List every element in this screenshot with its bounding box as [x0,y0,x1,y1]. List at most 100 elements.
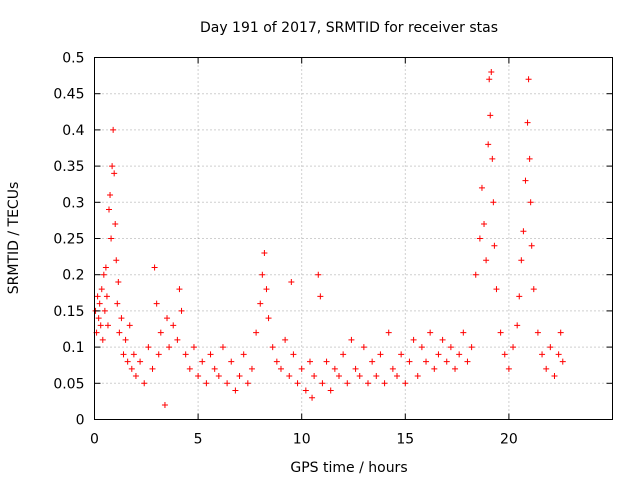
data-point [319,380,326,387]
data-point [211,365,218,372]
data-point [108,235,115,242]
data-point [130,351,137,358]
data-point [294,380,301,387]
data-point [207,351,214,358]
data-point [248,365,255,372]
data-point [344,380,351,387]
data-point [309,394,316,401]
data-point [164,315,171,322]
data-point [555,351,562,358]
data-point [109,163,116,170]
data-point [236,373,243,380]
data-point [369,358,376,365]
x-tick-label: 10 [293,432,311,448]
data-point [423,358,430,365]
data-point [406,358,413,365]
data-point [493,286,500,293]
data-point [360,344,367,351]
grid [94,57,613,420]
data-point [497,329,504,336]
data-point [126,322,133,329]
data-point [190,344,197,351]
data-point [104,322,111,329]
y-tick-label: 0 [76,413,85,429]
data-point [516,293,523,300]
data-point [106,206,113,213]
x-tick-label: 5 [194,432,203,448]
data-point [315,271,322,278]
data-point [288,278,295,285]
y-tick-label: 0.35 [53,159,84,175]
data-point [518,257,525,264]
data-point [443,358,450,365]
chart-title: Day 191 of 2017, SRMTID for receiver sta… [200,20,498,36]
data-point [244,380,251,387]
data-point [547,344,554,351]
data-point [137,358,144,365]
data-point [107,192,114,199]
data-point [534,329,541,336]
data-point [265,315,272,322]
y-tick-label: 0.05 [53,376,84,392]
data-point [527,199,534,206]
data-point [115,278,122,285]
data-point [501,351,508,358]
data-point [514,322,521,329]
data-point [489,155,496,162]
data-point [103,293,110,300]
data-point [102,264,109,271]
data-point [317,293,324,300]
data-point [259,271,266,278]
data-point [94,293,101,300]
data-point [96,300,103,307]
data-point [161,402,168,409]
data-point [447,344,454,351]
y-tick-label: 0.45 [53,87,84,103]
data-point [118,315,125,322]
data-point [224,380,231,387]
data-point [99,336,106,343]
data-point [491,242,498,249]
data-point [468,344,475,351]
data-point [232,387,239,394]
data-point [215,373,222,380]
data-point [394,373,401,380]
data-point [110,126,117,133]
y-tick-label: 0.15 [53,304,84,320]
data-point [166,344,173,351]
data-point [505,365,512,372]
data-point [219,344,226,351]
data-point [298,365,305,372]
data-point [348,336,355,343]
data-point [472,271,479,278]
data-point [486,76,493,83]
data-point [157,329,164,336]
y-tick-label: 0.3 [62,195,84,211]
y-tick-label: 0.4 [62,123,84,139]
data-point [120,351,127,358]
data-point [240,351,247,358]
x-tick-label: 20 [500,432,518,448]
data-point [377,351,384,358]
data-point [559,358,566,365]
data-point [128,365,135,372]
data-point [170,322,177,329]
data-point [323,358,330,365]
data-point [302,387,309,394]
data-point [418,344,425,351]
data-point [414,373,421,380]
data-point [356,373,363,380]
data-point [525,76,532,83]
data-point [340,351,347,358]
data-point [124,358,131,365]
data-point [101,307,108,314]
data-point [431,365,438,372]
data-point [203,380,210,387]
y-tick-label: 0.25 [53,232,84,248]
data-point [485,141,492,148]
data-point [273,358,280,365]
data-point [365,380,372,387]
data-point [228,358,235,365]
data-point [551,373,558,380]
x-tick-label: 0 [90,432,99,448]
